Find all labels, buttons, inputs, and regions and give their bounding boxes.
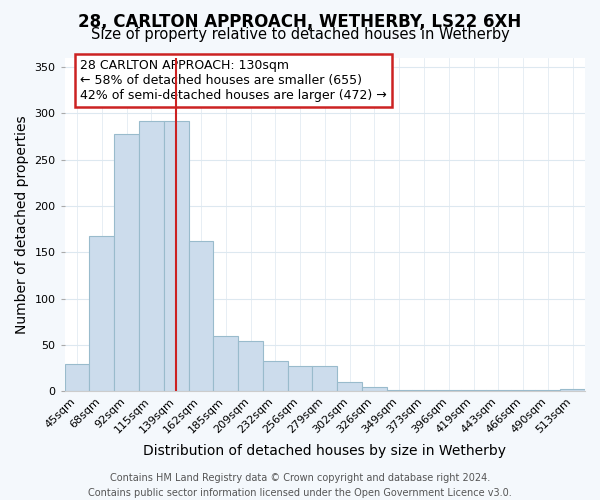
Bar (263, 360, 287, 392)
Bar (362, 386, 387, 392)
Bar (65, 364, 89, 392)
Text: Size of property relative to detached houses in Wetherby: Size of property relative to detached ho… (91, 28, 509, 42)
Bar (114, 134, 139, 392)
Bar (287, 366, 313, 392)
Bar (412, 390, 436, 392)
Bar (511, 390, 535, 392)
Bar (139, 122, 164, 392)
X-axis label: Distribution of detached houses by size in Wetherby: Distribution of detached houses by size … (143, 444, 506, 458)
Bar (238, 342, 263, 392)
Bar (164, 122, 188, 392)
Bar (89, 236, 114, 392)
Bar (560, 388, 585, 392)
Text: 28, CARLTON APPROACH, WETHERBY, LS22 6XH: 28, CARLTON APPROACH, WETHERBY, LS22 6XH (79, 12, 521, 30)
Bar (486, 390, 511, 392)
Bar (313, 366, 337, 392)
Bar (461, 390, 486, 392)
Bar (214, 336, 238, 392)
Bar (387, 390, 412, 392)
Text: 28 CARLTON APPROACH: 130sqm
← 58% of detached houses are smaller (655)
42% of se: 28 CARLTON APPROACH: 130sqm ← 58% of det… (80, 59, 387, 102)
Y-axis label: Number of detached properties: Number of detached properties (15, 115, 29, 334)
Bar (337, 382, 362, 392)
Bar (535, 390, 560, 392)
Bar (188, 241, 214, 392)
Text: Contains HM Land Registry data © Crown copyright and database right 2024.
Contai: Contains HM Land Registry data © Crown c… (88, 472, 512, 498)
Bar (436, 390, 461, 392)
